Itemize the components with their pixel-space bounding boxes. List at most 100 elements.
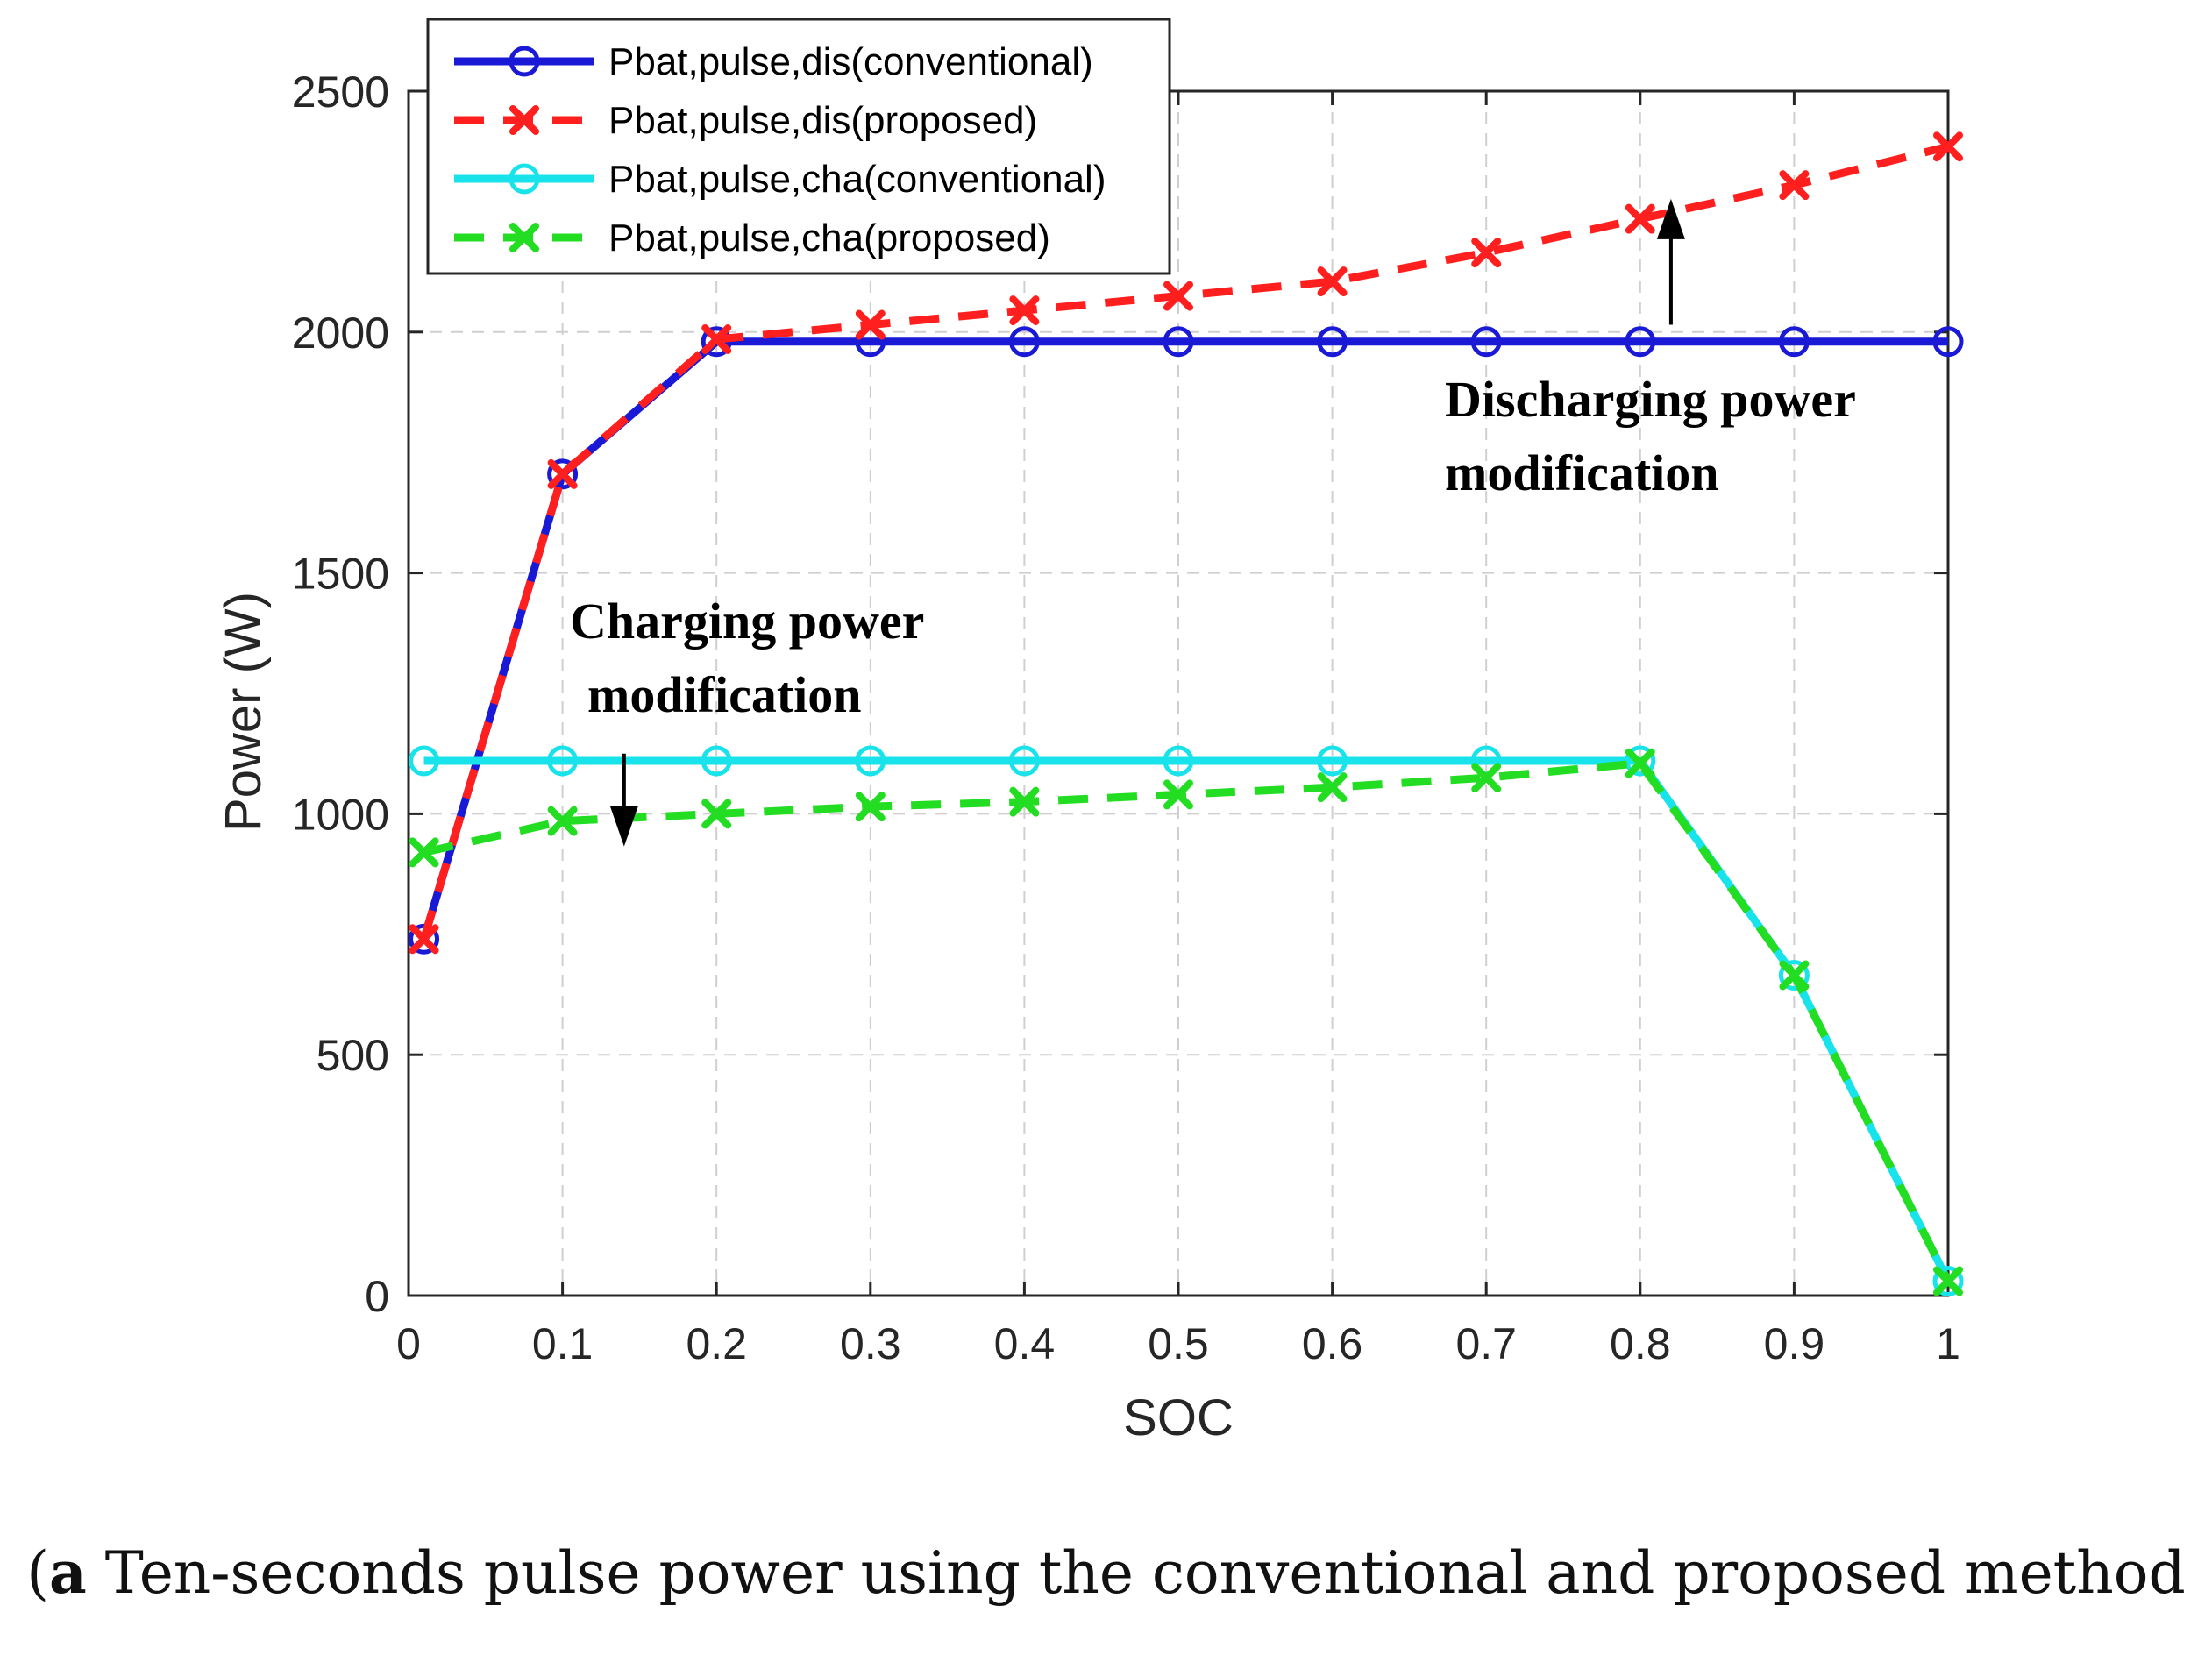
legend-label: Pbat,pulse,cha(conventional) (608, 158, 1106, 201)
data-point (547, 458, 579, 490)
annotations: Discharging power modification Charging po… (570, 198, 1856, 847)
marker-stroke (855, 792, 886, 822)
data-point (1009, 786, 1040, 817)
marker-stroke (1625, 203, 1655, 234)
series-pbat-pulse-dis-proposed- (409, 131, 1963, 955)
data-point (1163, 745, 1194, 777)
arrow-up-icon (1656, 198, 1685, 239)
data-point (1778, 960, 1810, 991)
data-point (409, 745, 440, 777)
data-point (547, 806, 578, 836)
y-tick-label: 2500 (292, 67, 389, 117)
data-point (1625, 748, 1655, 778)
series-pbat-pulse-cha-proposed- (409, 748, 1963, 1296)
marker-stroke (1779, 960, 1810, 991)
x-tick-label: 0.3 (840, 1319, 901, 1368)
legend-label: Pbat,pulse,dis(conventional) (608, 40, 1093, 83)
marker-stroke (1009, 295, 1040, 326)
marker-stroke (509, 223, 539, 252)
data-point (409, 837, 439, 868)
series-line (420, 337, 1948, 941)
marker-stroke (1471, 763, 1502, 793)
data-point (547, 745, 579, 777)
y-tick-label: 0 (365, 1272, 389, 1321)
legend-marker (509, 105, 539, 135)
x-tick-label: 0 (396, 1319, 421, 1368)
data-point (1317, 266, 1348, 297)
data-point (1778, 326, 1810, 358)
legend-marker (509, 223, 539, 252)
data-point (1317, 745, 1348, 777)
data-point (1163, 281, 1193, 311)
marker-stroke (1471, 238, 1502, 268)
data-point (855, 309, 886, 340)
data-point (1471, 238, 1502, 268)
marker-stroke (855, 309, 886, 340)
caption-text: Ten-seconds pulse power using the conven… (86, 1539, 2186, 1607)
marker-stroke (1163, 779, 1193, 810)
series-line (423, 759, 1952, 1283)
data-point (1933, 1266, 1963, 1296)
data-point (855, 792, 886, 822)
series-pbat-pulse-dis-conventional- (409, 326, 1964, 955)
y-tick-label: 500 (317, 1031, 389, 1080)
x-tick-label: 0.4 (994, 1319, 1056, 1368)
marker-stroke (1933, 1266, 1963, 1296)
x-tick-label: 0.2 (686, 1319, 747, 1368)
x-tick-label: 0.7 (1455, 1319, 1517, 1368)
data-point (701, 745, 732, 777)
series-pbat-pulse-cha-conventional- (409, 745, 1964, 1297)
marker-stroke (1625, 748, 1655, 778)
legend: Pbat,pulse,dis(conventional) Pbat,pulse,d… (426, 18, 1171, 275)
marker-stroke (547, 806, 578, 836)
x-tick-label: 0.6 (1302, 1319, 1363, 1368)
data-point (701, 799, 732, 829)
legend-label: Pbat,pulse,dis(proposed) (608, 99, 1037, 142)
y-tick-label: 2000 (292, 309, 389, 358)
data-point (1932, 326, 1964, 358)
marker-stroke (409, 837, 439, 868)
data-series (409, 131, 1964, 1297)
marker-stroke (1779, 170, 1810, 201)
annotation-discharging-text: Discharging power (1445, 371, 1856, 428)
data-point (1470, 326, 1502, 358)
y-tick-label: 1500 (292, 550, 389, 599)
marker-stroke (701, 799, 732, 829)
legend-label: Pbat,pulse,cha(proposed) (608, 217, 1050, 259)
axes: 0 0.1 0.2 0.3 0.4 0.5 0.6 0.7 0.8 0.9 1 0 500 1000 150… (292, 67, 1960, 1368)
data-point (1779, 960, 1810, 991)
marker-stroke (1317, 772, 1348, 803)
x-tick-label: 0.8 (1610, 1319, 1671, 1368)
data-point (1779, 170, 1810, 201)
data-point (1163, 326, 1194, 358)
annotation-charging-text: modification (587, 666, 862, 723)
data-point (701, 324, 732, 355)
data-point (1317, 326, 1348, 358)
data-point (1625, 745, 1656, 777)
y-axis-label: Power (W) (215, 592, 272, 832)
grid-lines (409, 91, 1948, 1296)
data-point (1625, 326, 1656, 358)
annotation-charging-text: Charging power (570, 593, 924, 650)
data-point (547, 458, 578, 489)
marker-stroke (509, 105, 539, 135)
data-point (1008, 326, 1040, 358)
data-point (1163, 779, 1193, 810)
data-point (409, 924, 439, 955)
figure-caption: (a Ten-seconds pulse power using the con… (26, 1538, 2186, 1607)
marker-stroke (1933, 131, 1963, 162)
data-point (1625, 203, 1655, 234)
marker-stroke (1163, 281, 1193, 311)
x-tick-label: 1 (1936, 1319, 1960, 1368)
data-point (1932, 1266, 1964, 1297)
x-axis-label: SOC (1123, 1389, 1234, 1446)
annotation-discharging-text: modification (1445, 444, 1719, 501)
marker-stroke (1009, 786, 1040, 817)
x-tick-label: 0.9 (1764, 1319, 1825, 1368)
marker-stroke (409, 924, 439, 955)
x-tick-label: 0.5 (1148, 1319, 1209, 1368)
x-tick-label: 0.1 (532, 1319, 594, 1368)
data-point (1009, 295, 1040, 326)
data-point (855, 745, 886, 777)
